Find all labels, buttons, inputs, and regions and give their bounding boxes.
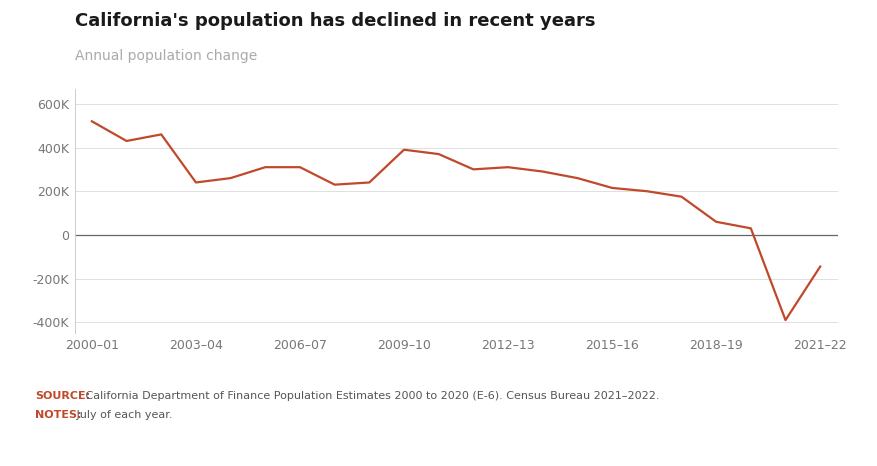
Text: SOURCE:: SOURCE: <box>35 391 90 401</box>
Text: California Department of Finance Population Estimates 2000 to 2020 (E-6). Census: California Department of Finance Populat… <box>82 391 659 401</box>
Text: California's population has declined in recent years: California's population has declined in … <box>75 12 595 30</box>
Text: Annual population change: Annual population change <box>75 49 257 63</box>
Text: July of each year.: July of each year. <box>73 410 172 420</box>
Text: NOTES:: NOTES: <box>35 410 82 420</box>
